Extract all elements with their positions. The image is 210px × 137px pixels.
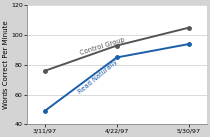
Y-axis label: Words Correct Per Minute: Words Correct Per Minute xyxy=(4,21,9,109)
Text: Control Group: Control Group xyxy=(79,37,126,56)
Text: Read Naturally: Read Naturally xyxy=(77,58,119,95)
